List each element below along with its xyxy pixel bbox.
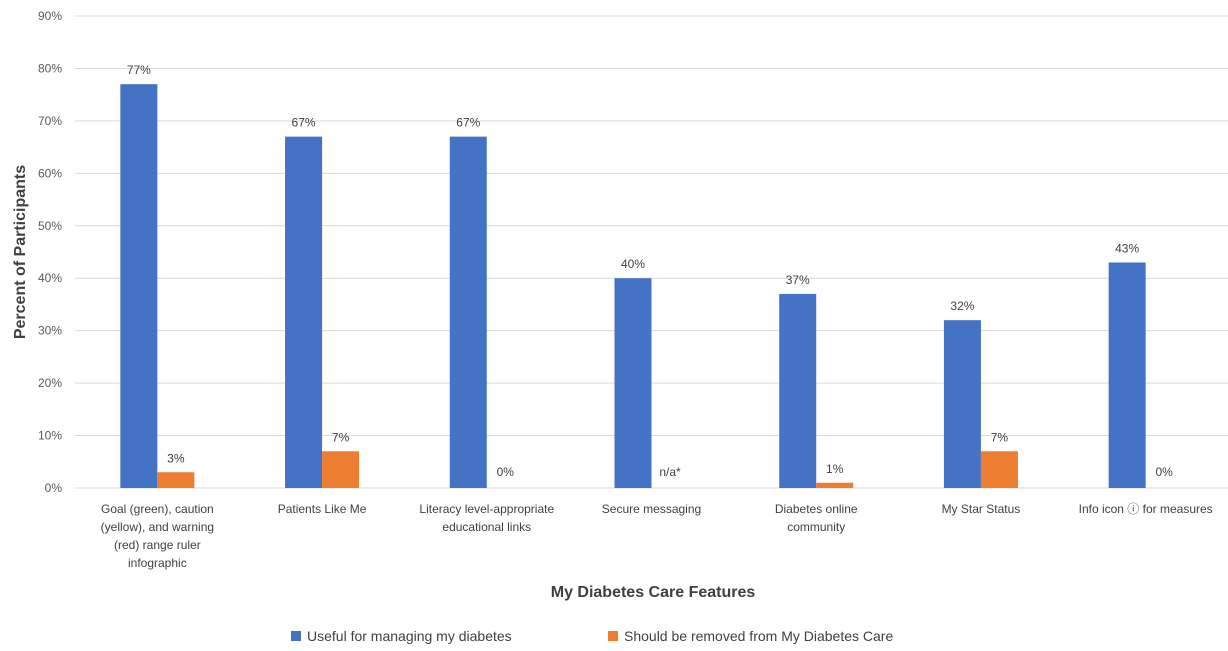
legend-swatch — [608, 631, 618, 641]
y-axis-title: Percent of Participants — [12, 165, 29, 339]
y-tick-label: 40% — [38, 271, 62, 285]
bar-s1-c0 — [157, 472, 195, 488]
y-tick-label: 60% — [38, 166, 62, 180]
data-label: 67% — [292, 116, 316, 130]
category-label: Patients Like Me — [278, 502, 367, 516]
category-label: infographic — [128, 556, 187, 570]
y-tick-label: 90% — [38, 9, 62, 23]
bar-s0-c6 — [1108, 262, 1146, 488]
category-label: My Star Status — [942, 502, 1021, 516]
bar-s0-c0 — [120, 84, 158, 488]
bars — [120, 84, 1146, 488]
data-label: 77% — [127, 63, 151, 77]
bar-s0-c1 — [285, 136, 323, 488]
bar-s0-c4 — [779, 293, 817, 488]
y-axis-ticks: 0% 10% 20% 30% 40% 50% 60% 70% 80% 90% — [38, 9, 62, 495]
data-label: 67% — [456, 116, 480, 130]
data-label: 40% — [621, 257, 645, 271]
legend: Useful for managing my diabetes Should be… — [291, 628, 893, 644]
y-tick-label: 70% — [38, 114, 62, 128]
data-label: 7% — [332, 430, 350, 444]
category-label: (red) range ruler — [114, 538, 201, 552]
data-label: 43% — [1115, 241, 1139, 255]
category-label: Info icon ⓘ for measures — [1079, 502, 1213, 516]
data-label: 0% — [497, 465, 515, 479]
category-label: community — [787, 520, 845, 534]
bar-s0-c2 — [449, 136, 487, 488]
data-labels: 77% 3% 67% 7% 67% 0% 40% n/a* 37% 1% 32% 7% 43% 0% — [127, 63, 1173, 479]
legend-label: Should be removed from My Diabetes Care — [624, 628, 893, 644]
legend-swatch — [291, 631, 301, 641]
data-label: 0% — [1155, 465, 1173, 479]
y-tick-label: 20% — [38, 376, 62, 390]
category-label: Literacy level-appropriate — [419, 502, 554, 516]
category-label: Goal (green), caution — [101, 502, 214, 516]
data-label: 1% — [826, 462, 844, 476]
bar-s0-c3 — [614, 278, 652, 488]
y-tick-label: 30% — [38, 324, 62, 338]
data-label: 32% — [950, 299, 974, 313]
bar-s1-c5 — [980, 451, 1018, 488]
y-tick-label: 50% — [38, 219, 62, 233]
y-tick-label: 0% — [45, 481, 63, 495]
bar-s1-c4 — [816, 482, 854, 488]
bar-s0-c5 — [943, 320, 981, 488]
data-label: n/a* — [659, 465, 681, 479]
category-label: (yellow), and warning — [101, 520, 214, 534]
y-tick-label: 10% — [38, 429, 62, 443]
x-axis-title: My Diabetes Care Features — [551, 584, 756, 601]
data-label: 7% — [991, 430, 1009, 444]
category-label: Diabetes online — [775, 502, 858, 516]
data-label: 3% — [167, 451, 185, 465]
category-label: Secure messaging — [602, 502, 701, 516]
legend-label: Useful for managing my diabetes — [307, 628, 512, 644]
y-tick-label: 80% — [38, 61, 62, 75]
x-axis-categories: Goal (green), caution (yellow), and warni… — [101, 502, 1213, 570]
category-label: educational links — [442, 520, 531, 534]
data-label: 37% — [786, 273, 810, 287]
bar-s1-c1 — [322, 451, 360, 488]
